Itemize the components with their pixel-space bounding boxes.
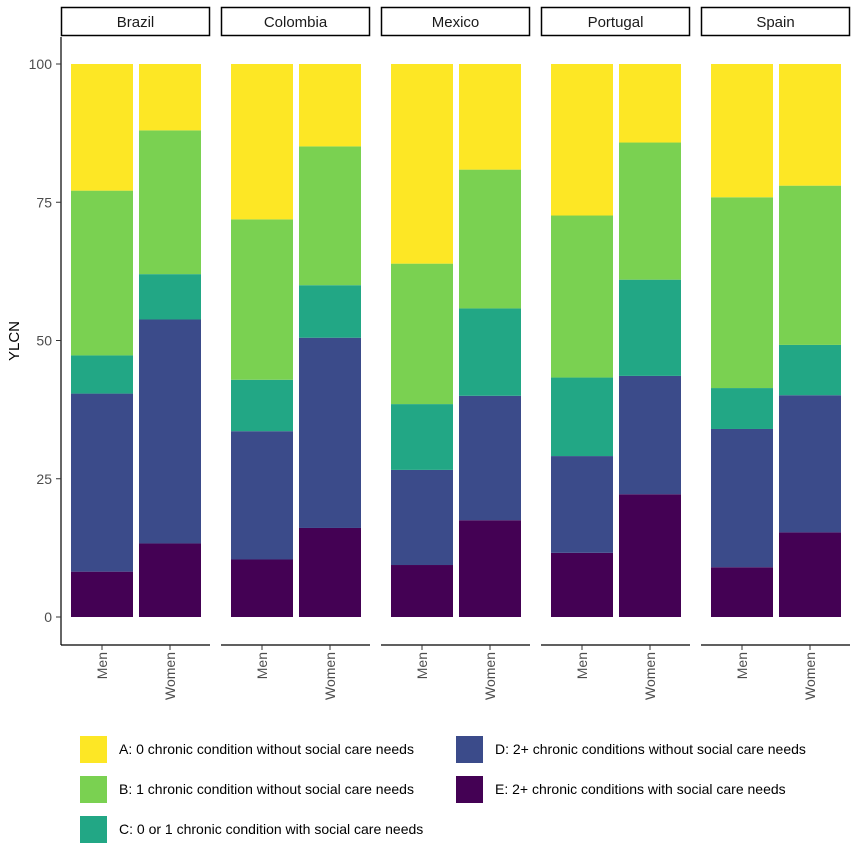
bar-brazil-men-b <box>71 190 133 356</box>
bar-spain-men-b <box>711 197 773 389</box>
bar-mexico-women-a <box>459 64 521 170</box>
legend-label-b: B: 1 chronic condition without social ca… <box>119 781 414 797</box>
bar-spain-men-e <box>711 567 773 617</box>
facet-label-colombia: Colombia <box>264 14 328 31</box>
legend-swatch-c <box>80 815 107 843</box>
bar-mexico-men-b <box>391 263 453 405</box>
bar-portugal-men-d <box>551 456 613 553</box>
legend-item-a: A: 0 chronic condition without social ca… <box>80 735 414 763</box>
bar-brazil-women-c <box>139 274 201 320</box>
bar-colombia-men-d <box>231 431 293 560</box>
x-tick-label-brazil-women: Women <box>162 652 178 700</box>
bar-portugal-women-b <box>619 142 681 280</box>
x-tick-label-spain-men: Men <box>734 652 750 679</box>
bar-portugal-women-e <box>619 494 681 617</box>
bar-colombia-men-a <box>231 64 293 220</box>
facet-label-portugal: Portugal <box>588 14 644 31</box>
bar-brazil-women-b <box>139 130 201 275</box>
facet-strip-spain <box>700 6 851 37</box>
x-tick-label-brazil-men: Men <box>94 652 110 679</box>
bar-mexico-women-c <box>459 308 521 396</box>
bar-brazil-women-e <box>139 543 201 617</box>
bar-spain-men-d <box>711 428 773 568</box>
bar-colombia-men-c <box>231 379 293 432</box>
x-tick-label-portugal-women: Women <box>642 652 658 700</box>
x-tick-label-spain-women: Women <box>802 652 818 700</box>
bar-brazil-men-d <box>71 393 133 572</box>
legend-swatch-d <box>456 735 483 763</box>
y-tick-label-25: 25 <box>36 471 52 487</box>
bar-portugal-women-d <box>619 375 681 495</box>
legend-item-d: D: 2+ chronic conditions without social … <box>456 735 806 763</box>
legend-label-c: C: 0 or 1 chronic condition with social … <box>119 821 424 837</box>
bar-colombia-men-e <box>231 559 293 617</box>
x-tick-label-mexico-women: Women <box>482 652 498 700</box>
bar-mexico-men-d <box>391 469 453 566</box>
bar-mexico-men-e <box>391 565 453 617</box>
bars <box>71 64 841 617</box>
bar-brazil-women-d <box>139 319 201 544</box>
bar-mexico-women-e <box>459 520 521 617</box>
legend-swatch-b <box>80 775 107 803</box>
x-tick-label-colombia-men: Men <box>254 652 270 679</box>
x-tick-label-mexico-men: Men <box>414 652 430 679</box>
bar-mexico-women-d <box>459 395 521 521</box>
x-tick-label-colombia-women: Women <box>322 652 338 700</box>
facet-strips: Brazil Colombia Mexico Portugal Spain <box>60 6 851 37</box>
bar-brazil-men-c <box>71 355 133 394</box>
bar-spain-men-a <box>711 64 773 198</box>
legend-label-a: A: 0 chronic condition without social ca… <box>119 741 414 757</box>
x-axes: Men Women Men Women Men Women Men Women Men Women <box>61 644 850 700</box>
legend-swatch-a <box>80 735 107 763</box>
y-tick-label-75: 75 <box>36 194 52 210</box>
legend-item-b: B: 1 chronic condition without social ca… <box>80 775 414 803</box>
bar-portugal-women-a <box>619 64 681 143</box>
bar-colombia-women-e <box>299 527 361 617</box>
facet-strip-mexico <box>380 6 531 37</box>
facet-strip-portugal <box>540 6 691 37</box>
bar-portugal-women-c <box>619 279 681 376</box>
bar-portugal-men-c <box>551 377 613 457</box>
x-tick-label-portugal-men: Men <box>574 652 590 679</box>
legend-label-d: D: 2+ chronic conditions without social … <box>495 741 806 757</box>
y-axis: 0 25 50 75 100 <box>29 37 62 645</box>
facet-label-spain: Spain <box>756 14 794 31</box>
bar-spain-women-c <box>779 344 841 396</box>
y-tick-label-0: 0 <box>44 609 52 625</box>
bar-brazil-men-e <box>71 571 133 617</box>
bar-brazil-women-a <box>139 64 201 131</box>
stacked-bar-chart: YLCN Brazil Colombia Mexico Portugal Spain 0… <box>6 6 851 700</box>
legend-label-e: E: 2+ chronic conditions with social car… <box>495 781 786 797</box>
bar-colombia-men-b <box>231 219 293 380</box>
bar-portugal-men-e <box>551 552 613 617</box>
bar-spain-women-a <box>779 64 841 186</box>
facet-strip-brazil <box>60 6 211 37</box>
bar-mexico-women-b <box>459 169 521 309</box>
y-tick-label-50: 50 <box>36 333 52 349</box>
facet-label-mexico: Mexico <box>432 14 480 31</box>
facet-strip-colombia <box>220 6 371 37</box>
bar-spain-women-e <box>779 532 841 617</box>
bar-mexico-men-a <box>391 64 453 264</box>
y-axis-label: YLCN <box>6 321 23 361</box>
bar-spain-men-c <box>711 388 773 429</box>
bar-colombia-women-b <box>299 146 361 286</box>
bar-portugal-men-a <box>551 64 613 216</box>
y-tick-label-100: 100 <box>29 56 53 72</box>
bar-brazil-men-a <box>71 64 133 191</box>
bar-mexico-men-c <box>391 404 453 470</box>
legend-item-e: E: 2+ chronic conditions with social car… <box>456 775 786 803</box>
bar-spain-women-d <box>779 395 841 533</box>
bar-colombia-women-c <box>299 285 361 338</box>
legend-swatch-e <box>456 775 483 803</box>
bar-spain-women-b <box>779 185 841 345</box>
bar-portugal-men-b <box>551 215 613 378</box>
facet-label-brazil: Brazil <box>117 14 155 31</box>
legend-item-c: C: 0 or 1 chronic condition with social … <box>80 815 423 843</box>
bar-colombia-women-d <box>299 337 361 528</box>
bar-colombia-women-a <box>299 64 361 147</box>
